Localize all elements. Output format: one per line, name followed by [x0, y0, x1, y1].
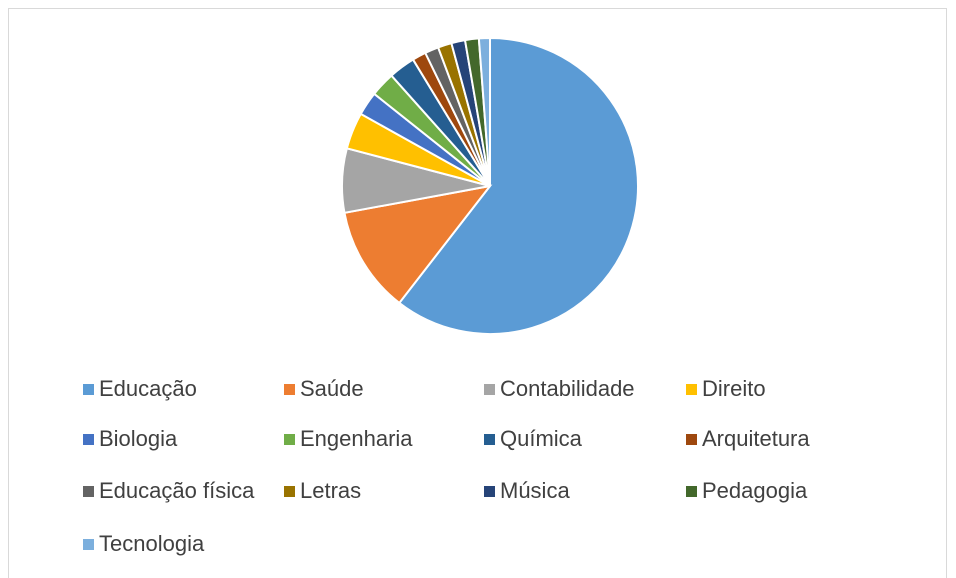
legend-label: Música	[500, 478, 570, 503]
legend-swatch	[484, 384, 495, 395]
legend-swatch	[83, 434, 94, 445]
legend-swatch	[284, 486, 295, 497]
legend-swatch	[686, 486, 697, 497]
legend-swatch	[284, 434, 295, 445]
chart-frame	[8, 8, 947, 578]
legend-label: Letras	[300, 478, 361, 503]
legend-swatch	[686, 434, 697, 445]
legend-label: Saúde	[300, 376, 364, 401]
legend-label: Arquitetura	[702, 426, 810, 451]
legend-label: Contabilidade	[500, 376, 635, 401]
legend-label: Química	[500, 426, 583, 451]
legend-swatch	[484, 434, 495, 445]
legend-label: Engenharia	[300, 426, 413, 451]
legend-label: Educação	[99, 376, 197, 401]
legend-label: Direito	[702, 376, 766, 401]
legend-swatch	[83, 539, 94, 550]
legend-swatch	[83, 486, 94, 497]
legend-swatch	[83, 384, 94, 395]
pie-slice	[343, 184, 493, 305]
legend-label: Educação física	[99, 478, 255, 503]
legend-swatch	[484, 486, 495, 497]
legend-label: Pedagogia	[702, 478, 808, 503]
legend-swatch	[284, 384, 295, 395]
legend-label: Biologia	[99, 426, 178, 451]
legend-swatch	[686, 384, 697, 395]
pie-slice	[477, 36, 491, 187]
legend-label: Tecnologia	[99, 531, 205, 556]
pie-slice	[397, 36, 639, 335]
